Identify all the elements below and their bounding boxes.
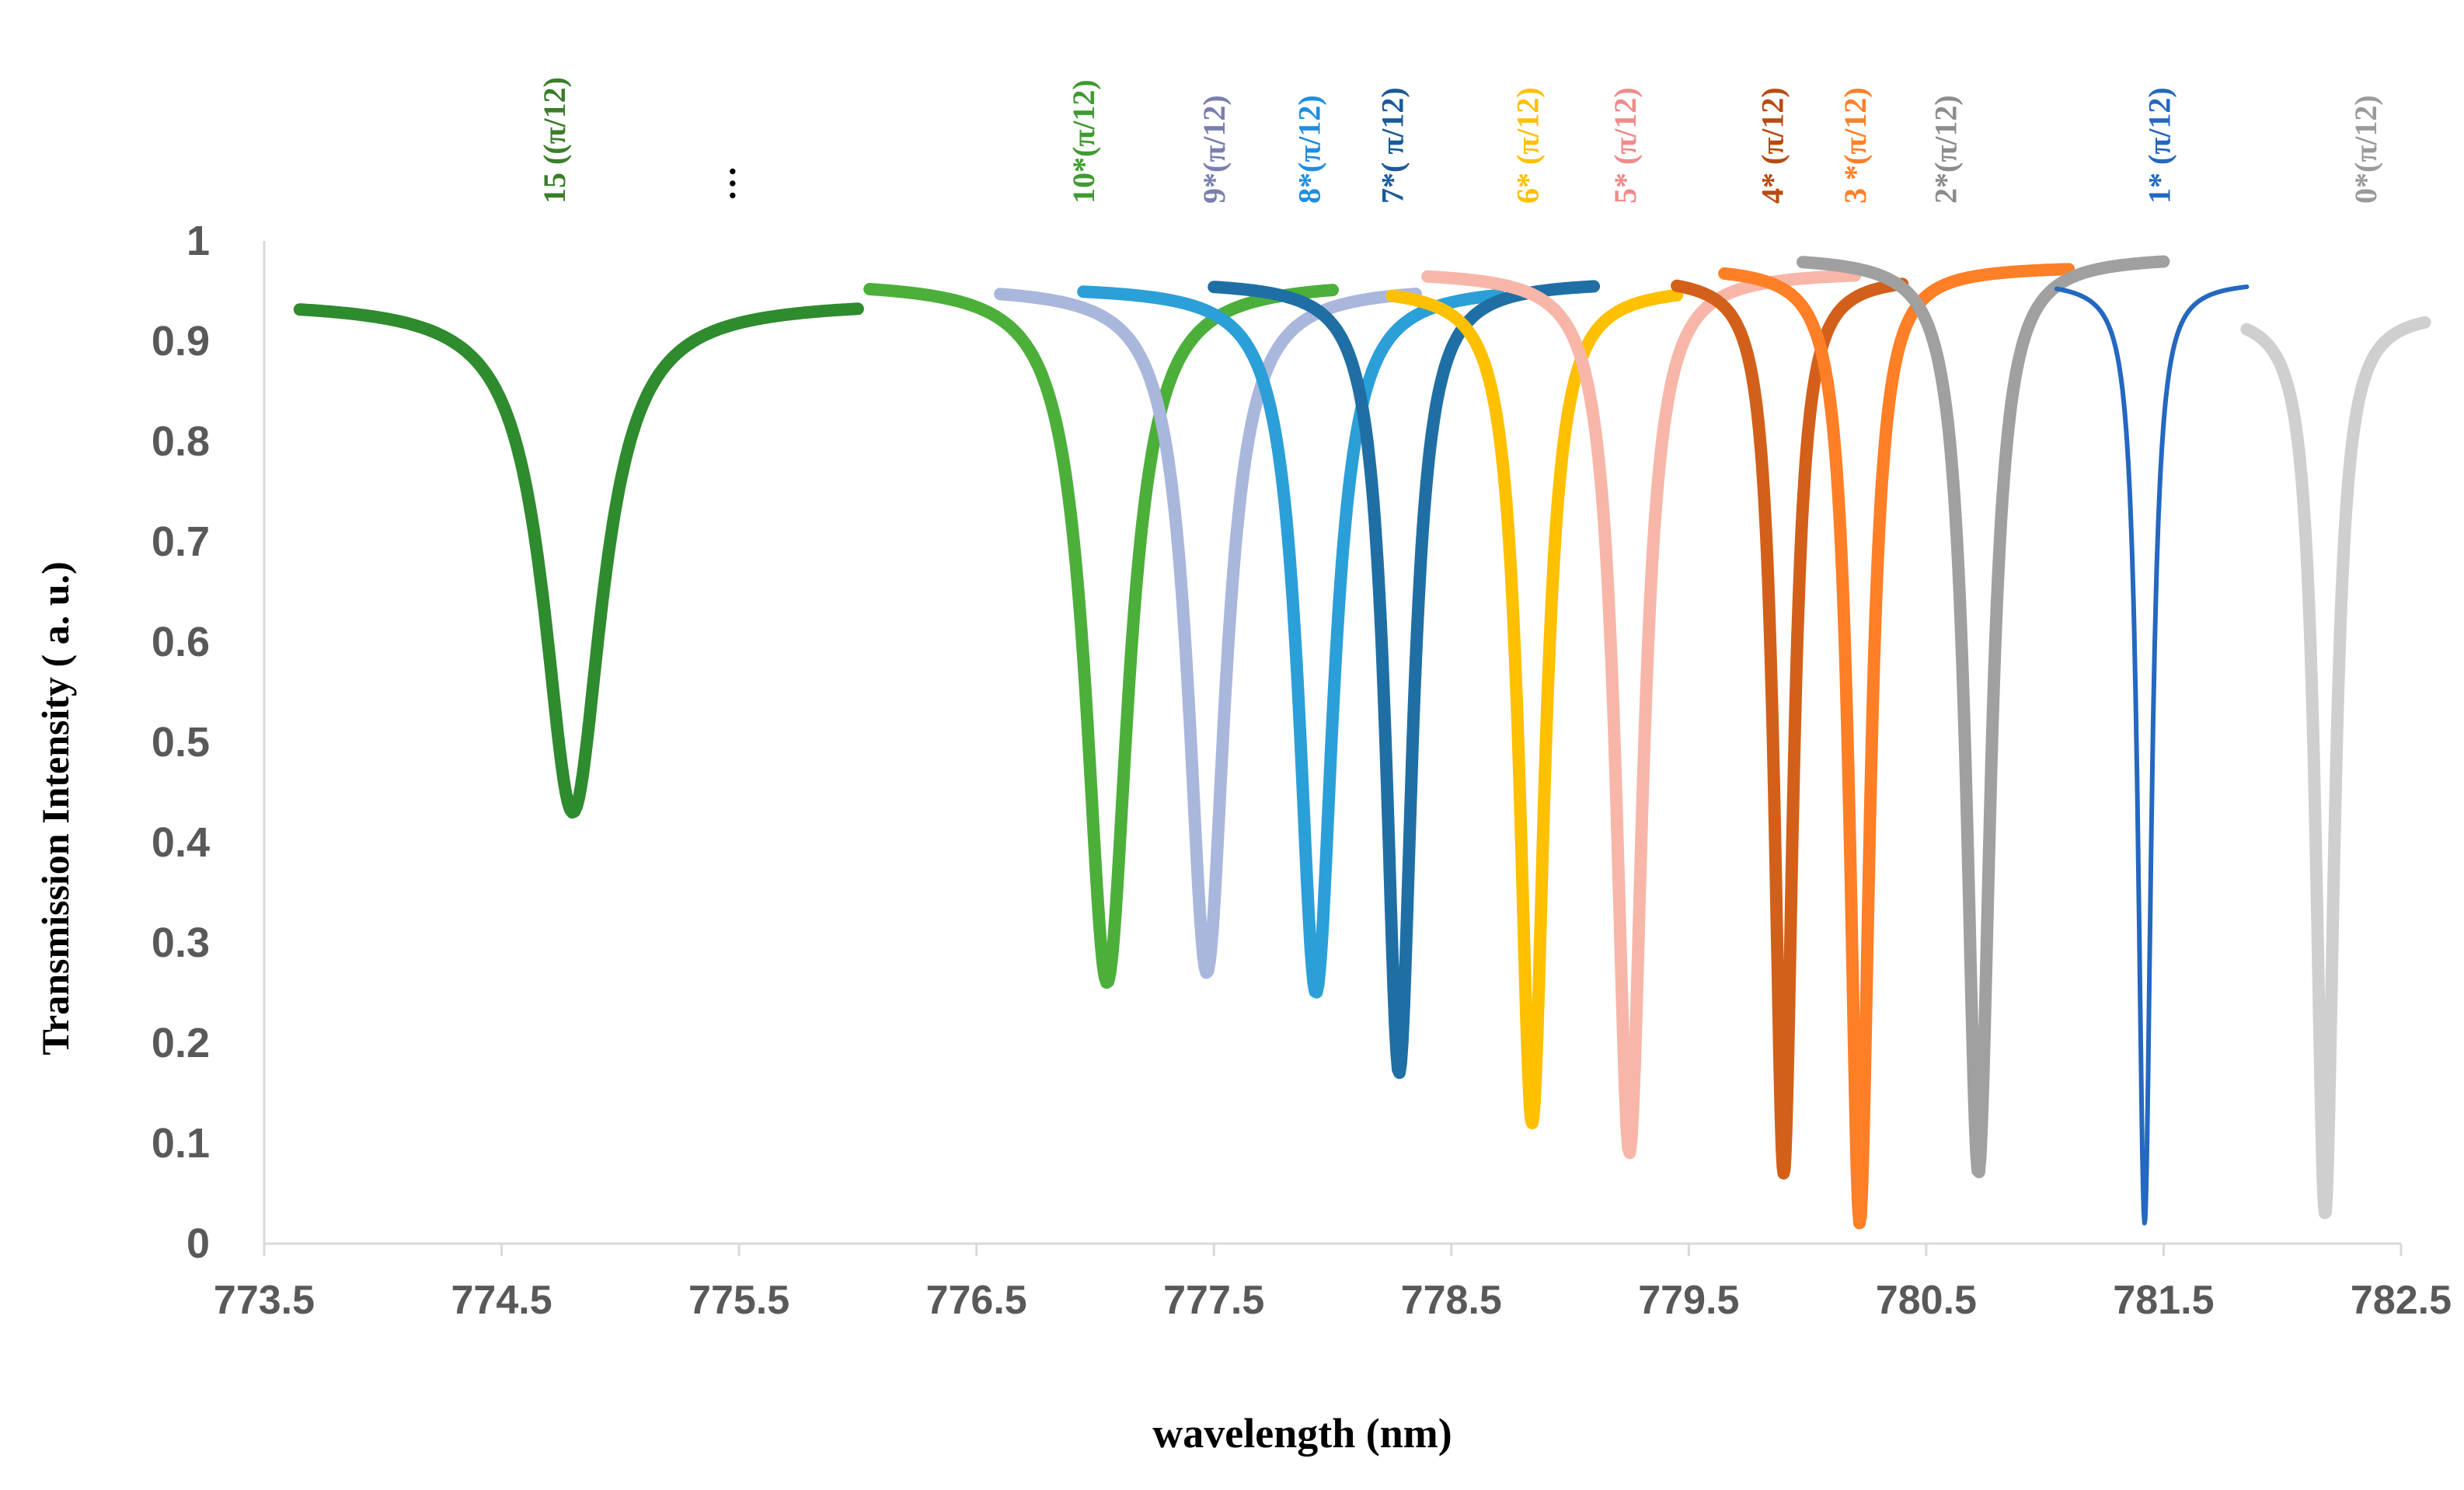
y-tick-label: 0.9 — [152, 318, 210, 365]
y-tick-label: 0.4 — [152, 819, 210, 866]
x-tick-label: 779.5 — [1638, 1278, 1739, 1323]
series-layer — [293, 255, 2431, 1230]
series-line-5 — [1385, 288, 1684, 1129]
x-tick-label: 781.5 — [2113, 1278, 2214, 1323]
series-label-3: 8*(π/12) — [1291, 95, 1326, 204]
series-ellipsis: … — [703, 166, 743, 201]
x-tick-label: 776.5 — [926, 1278, 1027, 1323]
y-tick-label: 0.7 — [152, 518, 210, 565]
x-tick-label: 777.5 — [1163, 1278, 1264, 1323]
series-label-7: 4* (π/12) — [1755, 87, 1790, 204]
x-axis: 773.5 774.5 775.5 776.5 777.5 778.5 779.5 780.5… — [214, 1242, 2452, 1323]
x-tick-label: 778.5 — [1401, 1278, 1502, 1323]
x-tick-label: 773.5 — [214, 1278, 315, 1323]
y-tick-label: 0.3 — [152, 919, 210, 966]
x-tick-label: 774.5 — [451, 1278, 552, 1323]
series-label-0: 15 ((π/12) — [537, 77, 572, 204]
y-axis-title: Transmission Intensity ( a. u.) — [33, 561, 77, 1055]
series-line-11 — [2240, 316, 2431, 1220]
x-axis-title: wavelength (nm) — [1152, 1410, 1452, 1457]
x-tick-label: 775.5 — [688, 1278, 789, 1323]
series-label-4: 7*( π/12) — [1375, 87, 1410, 204]
series-label-10: 1* (π/12) — [2142, 87, 2176, 204]
series-line-9 — [1797, 255, 2170, 1178]
series-label-2: 9*(π/12) — [1197, 95, 1232, 204]
series-line-6 — [1421, 269, 1862, 1160]
y-axis: 0 0.1 0.2 0.3 0.4 0.5 0.6 0.7 0.8 0.9 1 — [152, 218, 266, 1267]
series-line-7 — [1671, 277, 1909, 1180]
series-label-8: 3 *(π/12) — [1838, 87, 1873, 204]
x-tick-label: 780.5 — [1876, 1278, 1977, 1323]
series-label-1: 10*(π/12) — [1066, 79, 1101, 204]
y-tick-label: 0.1 — [152, 1120, 210, 1167]
series-line-0 — [293, 302, 864, 819]
y-tick-label: 0.2 — [152, 1020, 210, 1066]
series-line-2 — [994, 288, 1422, 979]
series-label-9: 2*(π/12) — [1928, 95, 1963, 204]
series-label-5: 6* (π/12) — [1511, 87, 1546, 204]
x-tick-label: 782.5 — [2351, 1278, 2452, 1323]
y-tick-label: 0.8 — [152, 418, 210, 465]
series-line-8 — [1718, 263, 2075, 1230]
series-label-11: 0*(π/12) — [2348, 95, 2383, 204]
y-tick-label: 0.6 — [152, 619, 210, 665]
series-line-10 — [2054, 284, 2250, 1226]
series-labels: 15 ((π/12) 10*(π/12) 9*(π/12) 8*(π/12) 7*( π… — [537, 77, 2383, 204]
y-tick-label: 0 — [186, 1220, 210, 1267]
y-tick-label: 1 — [186, 218, 210, 264]
y-tick-label: 0.5 — [152, 719, 210, 766]
series-line-1 — [863, 283, 1339, 989]
series-label-6: 5* (π/12) — [1608, 87, 1643, 204]
